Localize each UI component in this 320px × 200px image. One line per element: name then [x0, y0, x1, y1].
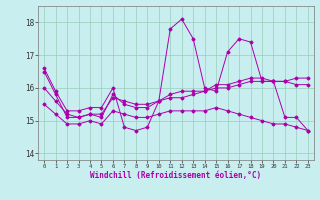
- X-axis label: Windchill (Refroidissement éolien,°C): Windchill (Refroidissement éolien,°C): [91, 171, 261, 180]
